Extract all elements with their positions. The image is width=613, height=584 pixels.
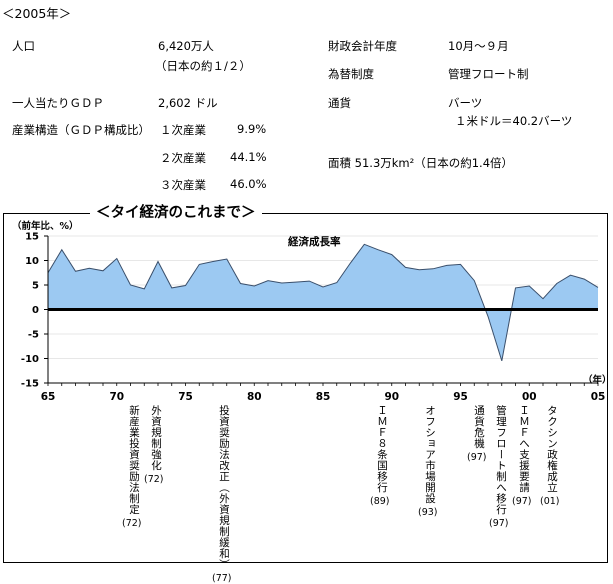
x-tick-label: 85 <box>316 391 331 403</box>
event-year: (72) <box>122 518 142 529</box>
event-text: 管理フロート制へ移行 <box>495 405 507 515</box>
population-note: （日本の約１/２） <box>155 59 251 73</box>
gdp-label: 一人当たりＧＤＰ <box>12 96 104 110</box>
series-label: 経済成長率 <box>288 235 341 248</box>
industry-1-value: 9.9% <box>237 122 267 136</box>
event-text: オフショア市場開設 <box>424 405 436 504</box>
y-tick-label: 15 <box>25 232 39 243</box>
x-tick-label: 05 <box>591 391 606 403</box>
population-label: 人口 <box>12 39 35 53</box>
y-tick-label: 10 <box>25 256 39 267</box>
chart-title: ＜タイ経済のこれまで＞ <box>90 201 262 222</box>
industry-2-value: 44.1% <box>230 150 267 164</box>
event-year: (97) <box>489 518 509 529</box>
x-tick-label: 90 <box>384 391 399 403</box>
industry-3-name: ３次産業 <box>160 178 206 192</box>
industry-3-value: 46.0% <box>230 177 267 191</box>
event-year: (97) <box>512 496 532 507</box>
currency-value: バーツ <box>448 96 483 110</box>
fiscal-label: 財政会計年度 <box>328 39 397 53</box>
population-value: 6,420万人 <box>158 39 214 53</box>
event-text: ＩＭＦ８条国移行 <box>376 405 388 493</box>
event-year: (72) <box>144 474 164 485</box>
x-axis-unit: （年） <box>583 374 612 386</box>
x-tick-label: 95 <box>453 391 468 403</box>
event-year: (97) <box>467 452 487 463</box>
event-text: 投資奨励法改正（外資規制緩和） <box>218 405 230 570</box>
y-tick-label: 0 <box>32 305 39 316</box>
event-annotation: オフショア市場開設 (93) <box>418 405 438 518</box>
event-annotation: ＩＭＦへ支援要請 (97) <box>512 405 532 507</box>
event-text: 外資規制強化 <box>150 405 162 471</box>
event-annotation: タクシン政権成立 (01) <box>540 405 560 507</box>
y-tick-label: 5 <box>32 281 39 292</box>
currency-label: 通貨 <box>328 96 351 110</box>
event-year: (01) <box>540 496 560 507</box>
industry-label: 産業構造（ＧＤＰ構成比） <box>12 123 150 137</box>
gdp-value: 2,602 ドル <box>158 96 218 110</box>
x-tick-label: 75 <box>178 391 193 403</box>
event-year: (77) <box>212 573 232 584</box>
event-annotation: 新産業投資奨励法制定 (72) <box>122 405 142 529</box>
currency-rate: １米ドル＝40.2バーツ <box>455 114 573 128</box>
event-annotation: 外資規制強化 (72) <box>144 405 164 485</box>
event-text: ＩＭＦへ支援要請 <box>518 405 530 493</box>
growth-area <box>48 244 598 361</box>
industry-2-name: ２次産業 <box>160 151 206 165</box>
event-text: 通貨危機 <box>473 405 485 449</box>
x-tick-label: 70 <box>109 391 124 403</box>
event-year: (89) <box>370 496 390 507</box>
fiscal-value: 10月～９月 <box>448 39 509 53</box>
x-tick-label: 00 <box>522 391 537 403</box>
x-tick-label: 80 <box>247 391 262 403</box>
event-annotation: 投資奨励法改正（外資規制緩和） (77) <box>212 405 232 584</box>
fx-value: 管理フロート制 <box>448 67 529 81</box>
chart-frame <box>3 213 608 563</box>
event-annotation: 通貨危機 (97) <box>467 405 487 463</box>
event-annotation: ＩＭＦ８条国移行 (89) <box>370 405 390 507</box>
year-label: ＜2005年＞ <box>2 6 72 21</box>
event-year: (93) <box>418 507 438 518</box>
y-tick-label: -10 <box>21 354 39 365</box>
x-tick-label: 65 <box>41 391 56 403</box>
area-text: 面積 51.3万km²（日本の約1.4倍） <box>328 156 514 170</box>
fx-label: 為替制度 <box>328 67 374 81</box>
event-text: 新産業投資奨励法制定 <box>128 405 140 515</box>
event-annotation: 管理フロート制へ移行 (97) <box>489 405 509 529</box>
event-text: タクシン政権成立 <box>546 405 558 493</box>
growth-line <box>47 243 599 362</box>
y-tick-label: -15 <box>21 379 39 390</box>
y-axis-label: （前年比、%） <box>12 220 79 232</box>
y-tick-label: -5 <box>28 330 39 341</box>
industry-1-name: １次産業 <box>160 123 206 137</box>
